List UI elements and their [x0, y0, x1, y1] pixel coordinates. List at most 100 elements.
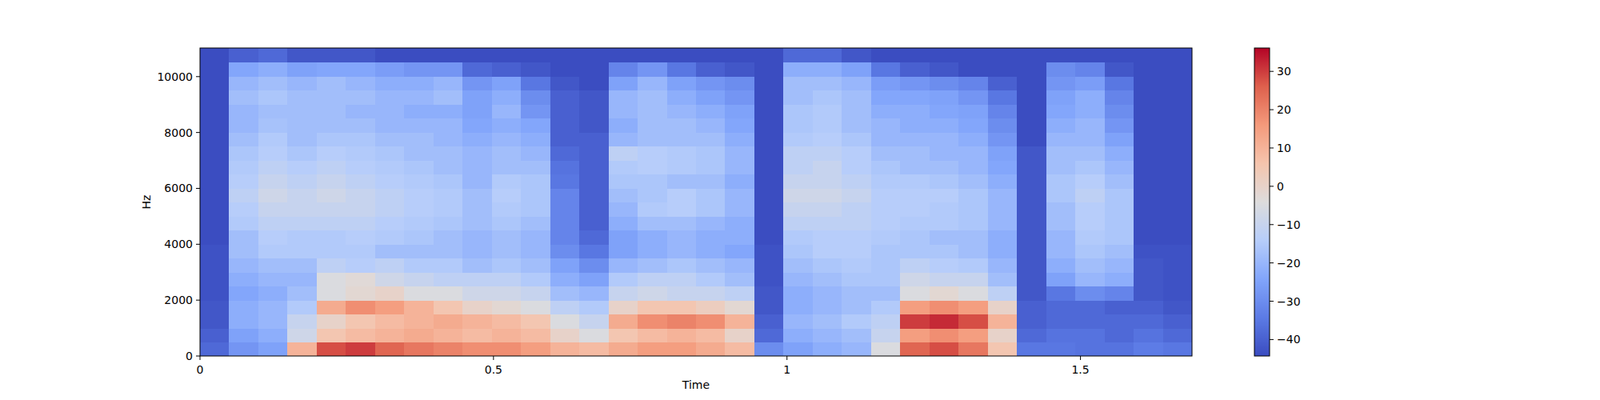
cell: [637, 48, 668, 63]
cell: [520, 174, 551, 189]
cell: [1075, 118, 1105, 133]
colorbar-tick-label: 10: [1276, 141, 1292, 155]
cell: [929, 132, 960, 147]
colorbar-tick: [1269, 185, 1274, 187]
cell: [871, 160, 901, 175]
cell: [667, 328, 697, 343]
cell: [345, 90, 376, 105]
cell: [637, 202, 668, 217]
cell: [637, 300, 668, 315]
cell: [375, 104, 405, 119]
cell: [345, 62, 376, 77]
cell: [375, 188, 405, 203]
cell: [258, 132, 288, 147]
cell: [696, 286, 726, 301]
cell: [579, 342, 609, 357]
cell: [1163, 342, 1192, 357]
cell: [1133, 258, 1164, 273]
cell: [316, 300, 347, 315]
colorbar: [1254, 48, 1270, 356]
chart: 00.511.50200040006000800010000TimeHz−40−…: [0, 0, 1600, 400]
cell: [841, 62, 872, 77]
cell: [1016, 160, 1047, 175]
cell: [841, 90, 872, 105]
cell: [258, 62, 288, 77]
cell: [608, 342, 639, 357]
cell: [375, 272, 405, 287]
cell: [433, 90, 464, 105]
cell: [550, 230, 580, 245]
cell: [783, 48, 813, 63]
cell: [1133, 174, 1164, 189]
cell: [1133, 300, 1164, 315]
cell: [988, 258, 1018, 273]
cell: [608, 328, 639, 343]
cell: [404, 146, 434, 161]
x-tick-label: 1: [783, 363, 791, 376]
cell: [462, 160, 492, 175]
cell: [783, 230, 813, 245]
cell: [200, 76, 230, 91]
cell: [724, 76, 755, 91]
cell: [608, 286, 639, 301]
cell: [228, 244, 259, 259]
cell: [783, 272, 813, 287]
cell: [520, 48, 551, 63]
cell: [958, 230, 988, 245]
cell: [1133, 48, 1164, 63]
cell: [900, 118, 930, 133]
cell: [462, 300, 492, 315]
cell: [550, 188, 580, 203]
cell: [1104, 188, 1135, 203]
cell: [696, 76, 726, 91]
y-tick: [196, 76, 200, 77]
cell: [812, 90, 843, 105]
cell: [287, 216, 317, 231]
cell: [754, 202, 784, 217]
cell: [404, 160, 434, 175]
cell: [667, 258, 697, 273]
cell: [316, 62, 347, 77]
cell: [579, 62, 609, 77]
cell: [579, 146, 609, 161]
cell: [1163, 258, 1192, 273]
cell: [841, 272, 872, 287]
colorbar-tick: [1269, 109, 1274, 111]
cell: [667, 90, 697, 105]
cell: [375, 314, 405, 329]
cell: [375, 286, 405, 301]
cell: [1133, 286, 1164, 301]
cell: [1133, 146, 1164, 161]
cell: [579, 76, 609, 91]
cell: [696, 230, 726, 245]
cell: [958, 160, 988, 175]
cell: [1133, 90, 1164, 105]
cell: [228, 62, 259, 77]
cell: [754, 132, 784, 147]
cell: [258, 104, 288, 119]
cell: [958, 104, 988, 119]
cell: [1046, 230, 1076, 245]
cell: [988, 90, 1018, 105]
cell: [258, 90, 288, 105]
cell: [1163, 328, 1192, 343]
cell: [433, 286, 464, 301]
cell: [608, 314, 639, 329]
cell: [1075, 160, 1105, 175]
cells: [200, 48, 1192, 356]
cell: [783, 76, 813, 91]
cell: [345, 314, 376, 329]
cell: [462, 244, 492, 259]
cell: [696, 160, 726, 175]
cell: [900, 48, 930, 63]
cell: [287, 202, 317, 217]
cell: [345, 104, 376, 119]
cell: [871, 118, 901, 133]
cell: [667, 188, 697, 203]
cell: [754, 174, 784, 189]
cell: [200, 62, 230, 77]
cell: [492, 328, 522, 343]
cell: [375, 230, 405, 245]
cell: [637, 62, 668, 77]
cell: [608, 62, 639, 77]
